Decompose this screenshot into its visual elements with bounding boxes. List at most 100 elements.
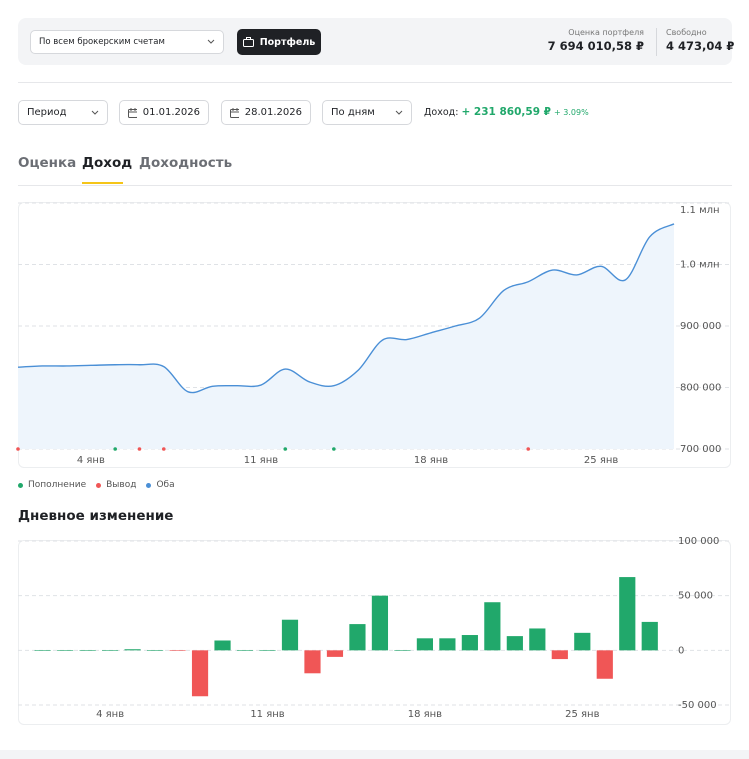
bar bbox=[439, 638, 456, 651]
date-to[interactable]: 28.01.2026 bbox=[221, 100, 311, 125]
bar bbox=[34, 650, 51, 651]
date-to-text: 28.01.2026 bbox=[244, 107, 302, 118]
date-from[interactable]: 01.01.2026 bbox=[119, 100, 209, 125]
event-marker bbox=[137, 447, 142, 451]
account-select[interactable]: По всем брокерским счетам bbox=[30, 30, 224, 54]
y-tick-label: 800 000 bbox=[680, 383, 721, 394]
bar bbox=[394, 650, 411, 651]
free-value: 4 473,04 ₽ bbox=[666, 39, 735, 53]
bar bbox=[461, 635, 478, 651]
x-tick-label: 11 янв bbox=[244, 455, 278, 466]
tab[interactable]: Доходность bbox=[139, 155, 233, 171]
chevron bbox=[207, 39, 215, 44]
legend-dot bbox=[96, 482, 102, 488]
portfolio-button[interactable]: Портфель bbox=[237, 29, 321, 55]
period-text: Период bbox=[27, 107, 67, 118]
portfolio-value: 7 694 010,58 ₽ bbox=[547, 39, 644, 53]
bar bbox=[416, 638, 433, 651]
legend-item: Пополнение bbox=[18, 480, 86, 490]
income: Доход: + 231 860,59 ₽ + 3.09% bbox=[424, 106, 589, 118]
date-from-text: 01.01.2026 bbox=[142, 107, 200, 118]
x-tick-label: 18 янв bbox=[414, 455, 448, 466]
bar bbox=[102, 650, 119, 651]
bar bbox=[281, 619, 299, 651]
y-tick-label: 700 000 bbox=[680, 444, 721, 455]
x-tick-label: 18 янв bbox=[408, 709, 442, 720]
y-tick-label: 50 000 bbox=[678, 591, 713, 602]
bar bbox=[484, 602, 501, 651]
legend-dot bbox=[146, 482, 152, 488]
briefcase-icon bbox=[242, 37, 254, 47]
bar bbox=[506, 636, 523, 651]
bar bbox=[349, 624, 366, 651]
income-value: + 231 860,59 ₽ bbox=[461, 106, 551, 118]
legend-item: Оба bbox=[146, 480, 175, 490]
tab[interactable]: Оценка bbox=[18, 155, 77, 171]
y-tick-label: 900 000 bbox=[680, 321, 721, 332]
income-percent: + 3.09% bbox=[554, 108, 589, 117]
bar bbox=[619, 577, 636, 651]
chart-box bbox=[18, 202, 731, 468]
bar bbox=[191, 650, 209, 697]
event-marker bbox=[113, 447, 117, 451]
bar bbox=[371, 595, 389, 651]
event-marker bbox=[16, 447, 20, 451]
x-tick-label: 4 янв bbox=[77, 455, 105, 466]
bar bbox=[169, 650, 186, 651]
legend-dot bbox=[18, 482, 23, 488]
x-tick-label: 25 янв bbox=[565, 709, 599, 720]
bar bbox=[551, 650, 568, 660]
tab[interactable]: Доход bbox=[82, 155, 133, 171]
chart-box bbox=[18, 540, 731, 725]
y-tick-label: 0 bbox=[678, 645, 684, 656]
bar bbox=[304, 650, 321, 674]
separator bbox=[18, 82, 732, 83]
bar bbox=[146, 650, 164, 651]
line bbox=[17, 223, 675, 394]
y-tick-label: 1.0 млн bbox=[680, 260, 720, 271]
event-marker bbox=[526, 447, 531, 451]
income-label: Доход: bbox=[424, 107, 459, 118]
bar bbox=[79, 650, 96, 651]
calendar-icon bbox=[128, 107, 137, 118]
x-tick-label: 25 янв bbox=[584, 455, 618, 466]
x-tick-label: 11 янв bbox=[250, 709, 284, 720]
legend-item: Вывод bbox=[96, 480, 136, 490]
x-tick-label: 4 янв bbox=[96, 709, 124, 720]
y-tick-label: 1.1 млн bbox=[680, 205, 720, 216]
legend: Пополнение Вывод Оба bbox=[18, 480, 175, 490]
legend-label: Вывод bbox=[106, 480, 137, 490]
bar bbox=[236, 650, 254, 651]
bar bbox=[124, 649, 141, 651]
bar bbox=[574, 632, 591, 651]
bar bbox=[259, 650, 276, 651]
bar bbox=[641, 621, 658, 651]
event-marker bbox=[283, 447, 288, 451]
divider bbox=[656, 28, 657, 56]
area bbox=[18, 223, 674, 449]
bottom-strip bbox=[0, 750, 749, 759]
portfolio-button-text: Портфель bbox=[259, 36, 316, 48]
separator bbox=[18, 185, 732, 186]
bar bbox=[326, 650, 344, 657]
account-select-text: По всем брокерским счетам bbox=[39, 37, 165, 47]
y-tick-label: 100 000 bbox=[678, 536, 719, 547]
bar bbox=[57, 650, 74, 651]
legend-label: Оба bbox=[156, 480, 175, 490]
event-marker bbox=[332, 447, 336, 451]
granularity-text: По дням bbox=[331, 107, 375, 118]
chevron bbox=[91, 110, 99, 115]
bar bbox=[529, 628, 546, 651]
legend-label: Пополнение bbox=[28, 480, 87, 490]
portfolio-label: Оценка портфеля bbox=[568, 28, 644, 37]
period-select[interactable]: Период bbox=[18, 100, 108, 125]
free-label: Свободно bbox=[666, 28, 707, 37]
granularity-select[interactable]: По дням bbox=[322, 100, 412, 125]
y-tick-label: -50 000 bbox=[678, 700, 717, 711]
event-marker bbox=[161, 447, 166, 451]
bar bbox=[214, 640, 231, 651]
bar bbox=[596, 650, 613, 679]
bar-chart-title: Дневное изменение bbox=[18, 508, 174, 524]
